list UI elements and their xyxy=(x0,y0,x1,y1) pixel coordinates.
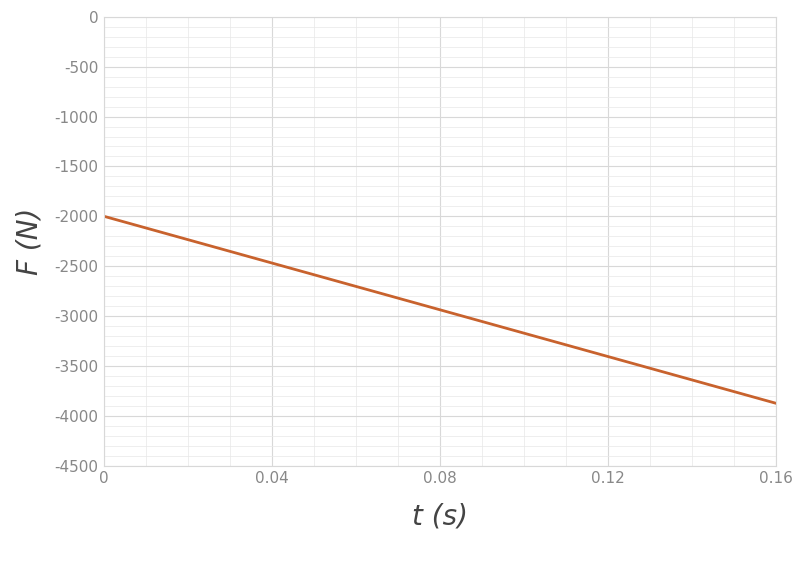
Y-axis label: F (N): F (N) xyxy=(15,208,43,275)
X-axis label: t (s): t (s) xyxy=(412,503,468,531)
